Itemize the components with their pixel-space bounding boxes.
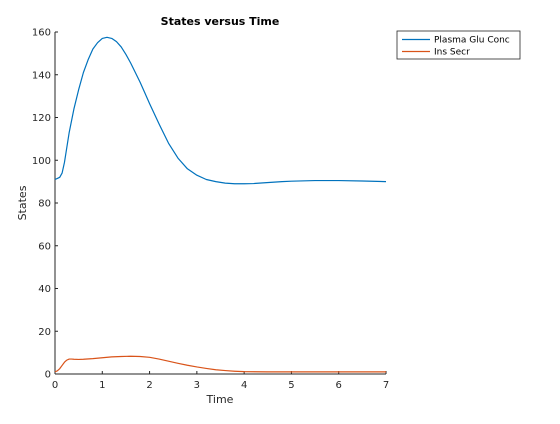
series-line-plasma-glu-conc <box>54 36 387 185</box>
legend-label-plasma-glu-conc: Plasma Glu Conc <box>434 36 510 46</box>
x-tick-label: 4 <box>241 380 247 391</box>
legend-label-ins-secr: Ins Secr <box>434 48 470 58</box>
y-tick-label: 140 <box>32 70 51 81</box>
y-tick-label: 80 <box>38 199 51 210</box>
x-tick-label: 1 <box>99 380 105 391</box>
y-tick-label: 20 <box>38 327 51 338</box>
legend: Plasma Glu Conc Ins Secr <box>396 30 521 60</box>
y-tick-label: 160 <box>32 28 51 39</box>
y-axis-ticks: 0 20 40 60 80 100 120 140 160 <box>32 28 58 381</box>
y-tick-label: 120 <box>32 113 51 124</box>
chart-title: States versus Time <box>161 15 280 28</box>
y-axis-label: States <box>16 185 29 220</box>
x-tick-label: 6 <box>336 380 342 391</box>
y-tick-label: 0 <box>45 370 51 381</box>
series-lines <box>54 36 387 373</box>
x-tick-label: 3 <box>194 380 200 391</box>
x-tick-label: 2 <box>146 380 152 391</box>
x-axis-ticks: 0 1 2 3 4 5 6 7 <box>52 371 389 391</box>
x-axis-label: Time <box>206 393 234 406</box>
x-tick-label: 5 <box>288 380 294 391</box>
y-tick-label: 60 <box>38 241 51 252</box>
x-tick-label: 0 <box>52 380 58 391</box>
series-line-ins-secr <box>54 355 386 373</box>
plot-area: 0 20 40 60 80 100 120 140 160 0 1 2 3 4 5 6 7 <box>32 28 389 392</box>
legend-box <box>396 30 521 60</box>
y-tick-label: 100 <box>32 156 51 167</box>
x-tick-label: 7 <box>383 380 389 391</box>
y-tick-label: 40 <box>38 284 51 295</box>
